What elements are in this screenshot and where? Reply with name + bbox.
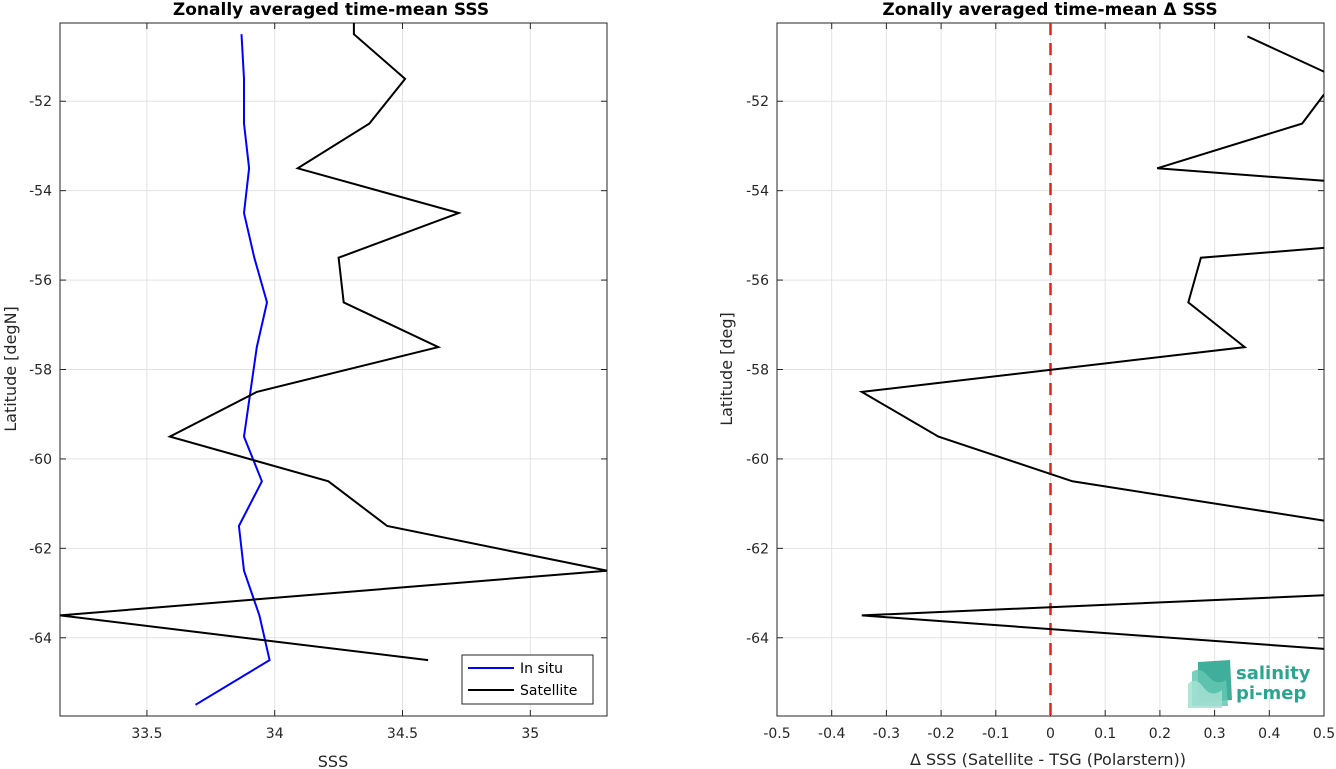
right-xtick-label: 0 [1046, 726, 1055, 742]
delta-sss-line-segment [858, 246, 1324, 522]
right-ytick-label: -58 [746, 363, 769, 379]
salinity-pi-mep-logo: salinity pi-mep [1188, 660, 1311, 708]
left-panel: Zonally averaged time-mean SSS 33.5 34 34.… [1, 0, 608, 769]
right-plot-area [858, 23, 1324, 716]
legend-label-in-situ: In situ [520, 661, 563, 677]
right-xtick-label: 0.5 [1313, 726, 1335, 742]
right-ytick-label: -62 [746, 541, 769, 557]
legend: In situ Satellite [461, 654, 594, 705]
logo-line2: pi-mep [1236, 683, 1306, 704]
right-ticks: -0.5 -0.4 -0.3 -0.2 -0.1 0 0.1 0.2 0.3 0.4 0.5 -64 -… [746, 23, 1335, 742]
left-ytick-label: -64 [29, 631, 52, 647]
left-grid [60, 23, 607, 716]
right-xtick-label: -0.2 [927, 726, 954, 742]
delta-sss-line-segment [1156, 93, 1324, 182]
right-xlabel: Δ SSS (Satellite - TSG (Polarstern)) [910, 750, 1186, 769]
right-ytick-label: -56 [746, 273, 769, 289]
left-xtick-label: 34 [266, 726, 284, 742]
left-xtick-label: 34.5 [387, 726, 418, 742]
right-xtick-label: -0.5 [763, 726, 790, 742]
left-xtick-label: 33.5 [131, 726, 162, 742]
right-ytick-label: -60 [746, 452, 769, 468]
left-ytick-label: -60 [29, 452, 52, 468]
left-xtick-label: 35 [521, 726, 539, 742]
right-lines [858, 23, 1324, 716]
right-xtick-label: -0.1 [982, 726, 1009, 742]
left-ticks: 33.5 34 34.5 35 -64 -62 -60 -58 -56 -54 -52 [29, 23, 607, 742]
left-ytick-label: -58 [29, 363, 52, 379]
left-ylabel: Latitude [degN] [1, 306, 20, 432]
legend-label-satellite: Satellite [520, 683, 577, 699]
logo-line1: salinity [1236, 663, 1311, 684]
left-plot-area [60, 23, 607, 706]
left-title: Zonally averaged time-mean SSS [173, 0, 489, 20]
right-xtick-label: 0.4 [1258, 726, 1280, 742]
left-ytick-label: -56 [29, 273, 52, 289]
left-ytick-label: -52 [29, 94, 52, 110]
right-xtick-label: -0.4 [818, 726, 845, 742]
left-ytick-label: -54 [29, 184, 52, 200]
right-xtick-label: 0.2 [1149, 726, 1171, 742]
right-xtick-label: 0.3 [1203, 726, 1225, 742]
right-ylabel: Latitude [deg] [717, 312, 736, 426]
delta-sss-line-segment [1246, 35, 1324, 73]
left-xlabel: SSS [318, 752, 348, 769]
right-ytick-label: -52 [746, 94, 769, 110]
left-ytick-label: -62 [29, 541, 52, 557]
right-ytick-label: -54 [746, 184, 769, 200]
right-xtick-label: -0.3 [873, 726, 900, 742]
delta-sss-line-segment [861, 594, 1324, 650]
satellite-line [60, 23, 607, 662]
legend-box [461, 654, 594, 705]
logo-wave-icon [1188, 660, 1232, 708]
right-xtick-label: 0.1 [1094, 726, 1116, 742]
right-ytick-label: -64 [746, 631, 769, 647]
right-title: Zonally averaged time-mean Δ SSS [882, 0, 1217, 20]
left-lines [60, 23, 607, 706]
right-panel: Zonally averaged time-mean Δ SSS -0.5 -0.… [717, 0, 1335, 769]
